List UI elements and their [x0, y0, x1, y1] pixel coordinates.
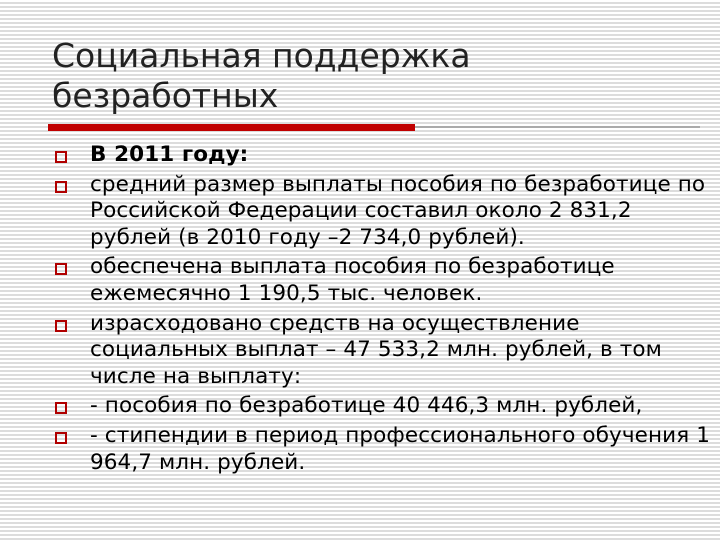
item-text: - пособия по безработице 40 446,3 млн. р…	[90, 393, 643, 419]
list-item: - стипендии в период профессионального о…	[52, 423, 712, 476]
item-text: средний размер выплаты пособия по безраб…	[90, 171, 706, 250]
list-item: обеспечена выплата пособия по безработиц…	[52, 254, 712, 307]
square-bullet-icon	[55, 431, 67, 444]
list-item: - пособия по безработице 40 446,3 млн. р…	[52, 393, 712, 420]
item-text: - стипендии в период профессионального о…	[90, 422, 710, 475]
list-item: средний размер выплаты пособия по безраб…	[52, 172, 712, 252]
slide-title: Социальная поддержка безработных	[52, 36, 471, 115]
square-bullet-icon	[55, 151, 67, 163]
square-bullet-icon	[55, 319, 67, 332]
square-bullet-icon	[55, 402, 67, 415]
item-text: В 2011 году:	[90, 142, 249, 167]
square-bullet-icon	[55, 263, 67, 276]
square-bullet-icon	[55, 180, 67, 193]
bullet-list: В 2011 году: средний размер выплаты посо…	[52, 142, 712, 479]
item-text: израсходовано средств на осуществление с…	[90, 310, 662, 389]
title-divider-red	[48, 124, 415, 131]
list-item: В 2011 году:	[52, 142, 712, 169]
list-item: израсходовано средств на осуществление с…	[52, 311, 712, 391]
item-text: обеспечена выплата пособия по безработиц…	[90, 254, 615, 306]
title-divider-gray	[415, 126, 700, 128]
